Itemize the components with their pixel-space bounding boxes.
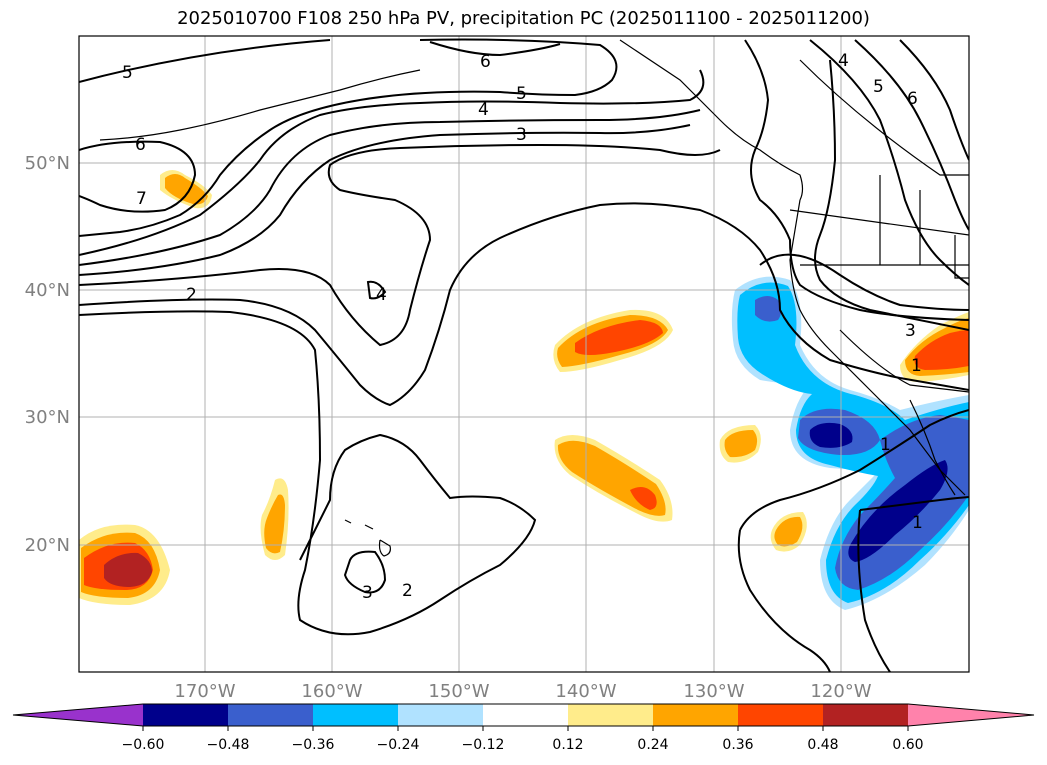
colorbar-swatch: [738, 704, 823, 726]
contour-label: 3: [905, 321, 916, 341]
contour-label: 5: [122, 63, 133, 83]
contour-label: 1: [880, 435, 891, 455]
colorbar-tick-label: −0.60: [122, 737, 165, 753]
colorbar-tick-label: 0.24: [637, 737, 668, 753]
colorbar-swatch: [483, 704, 568, 726]
contour-label: 4: [478, 100, 489, 120]
map-frame: [78, 35, 970, 673]
latitude-labels: 50°N 40°N 30°N 20°N: [25, 153, 70, 556]
coastlines: [99, 39, 969, 557]
precip-shading: [79, 170, 969, 610]
lon-label: 130°W: [683, 681, 744, 702]
lon-label: 140°W: [555, 681, 616, 702]
lon-label: 170°W: [174, 681, 235, 702]
pv-contours: [79, 38, 969, 672]
contour-label: 3: [362, 583, 373, 603]
precip-streak-upper-3: [575, 320, 663, 355]
lon-label: 120°W: [810, 681, 871, 702]
contour-label: 6: [480, 52, 491, 72]
contour-label: 5: [873, 77, 884, 97]
contour-label: 3: [516, 125, 527, 145]
colorbar-tick-label: 0.60: [892, 737, 923, 753]
colorbar-swatch: [143, 704, 228, 726]
lat-label: 30°N: [25, 407, 70, 428]
contour-labels: 5 6 5 4 3 6 7 2 4 3 2 4 5 6 3 1 1 1: [122, 51, 923, 603]
contour-label: 2: [402, 581, 413, 601]
contour-label: 6: [907, 89, 918, 109]
colorbar-swatch: [313, 704, 398, 726]
precip-negative-dark1: [755, 296, 781, 322]
colorbar-tick-label: −0.12: [462, 737, 505, 753]
lat-label: 50°N: [25, 153, 70, 174]
contour-label: 6: [135, 135, 146, 155]
precip-blob-west-4: [104, 552, 152, 587]
colorbar-swatch: [228, 704, 313, 726]
contour-label: 2: [186, 285, 197, 305]
precip-small-2b: [774, 516, 803, 547]
precip-small-1b: [724, 430, 758, 458]
colorbar-tick-label: −0.36: [292, 737, 335, 753]
colorbar-extend-high: [908, 704, 1034, 726]
contour-label: 7: [136, 189, 147, 209]
lon-label: 150°W: [428, 681, 489, 702]
colorbar-swatch: [823, 704, 908, 726]
colorbar-swatch: [398, 704, 483, 726]
colorbar-tick-label: −0.24: [377, 737, 420, 753]
contour-label: 4: [376, 285, 387, 305]
lat-label: 40°N: [25, 280, 70, 301]
longitude-labels: 170°W 160°W 150°W 140°W 130°W 120°W: [174, 681, 871, 702]
precip-blob-north-2: [165, 174, 208, 205]
contour-label: 1: [912, 513, 923, 533]
contour-label: 5: [516, 84, 527, 104]
colorbar-tick-label: 0.36: [722, 737, 753, 753]
colorbar-tick-label: 0.48: [807, 737, 838, 753]
colorbar-swatch: [653, 704, 738, 726]
precip-negative-darkest2: [848, 460, 948, 562]
precip-negative-darkest1: [809, 422, 853, 448]
contour-label: 1: [911, 356, 922, 376]
map-plot-area: 5 6 5 4 3 6 7 2 4 3 2 4 5 6 3 1 1 1: [79, 36, 969, 672]
precip-blob-thin-2: [264, 494, 285, 554]
lon-label: 160°W: [301, 681, 362, 702]
colorbar-swatch: [568, 704, 653, 726]
contour-label: 4: [838, 51, 849, 71]
precip-streak-lower-3: [630, 486, 657, 510]
lat-label: 20°N: [25, 535, 70, 556]
colorbar-tick-label: 0.12: [552, 737, 583, 753]
colorbar-extend-low: [13, 704, 143, 726]
graticule: [79, 36, 969, 672]
precip-positive-ne-3: [914, 330, 969, 370]
map-title: 2025010700 F108 250 hPa PV, precipitatio…: [177, 8, 870, 29]
colorbar-tick-label: −0.48: [207, 737, 250, 753]
colorbar: −0.60 −0.48 −0.36 −0.24 −0.12 0.12 0.24 0.36 0.4…: [12, 703, 1035, 753]
